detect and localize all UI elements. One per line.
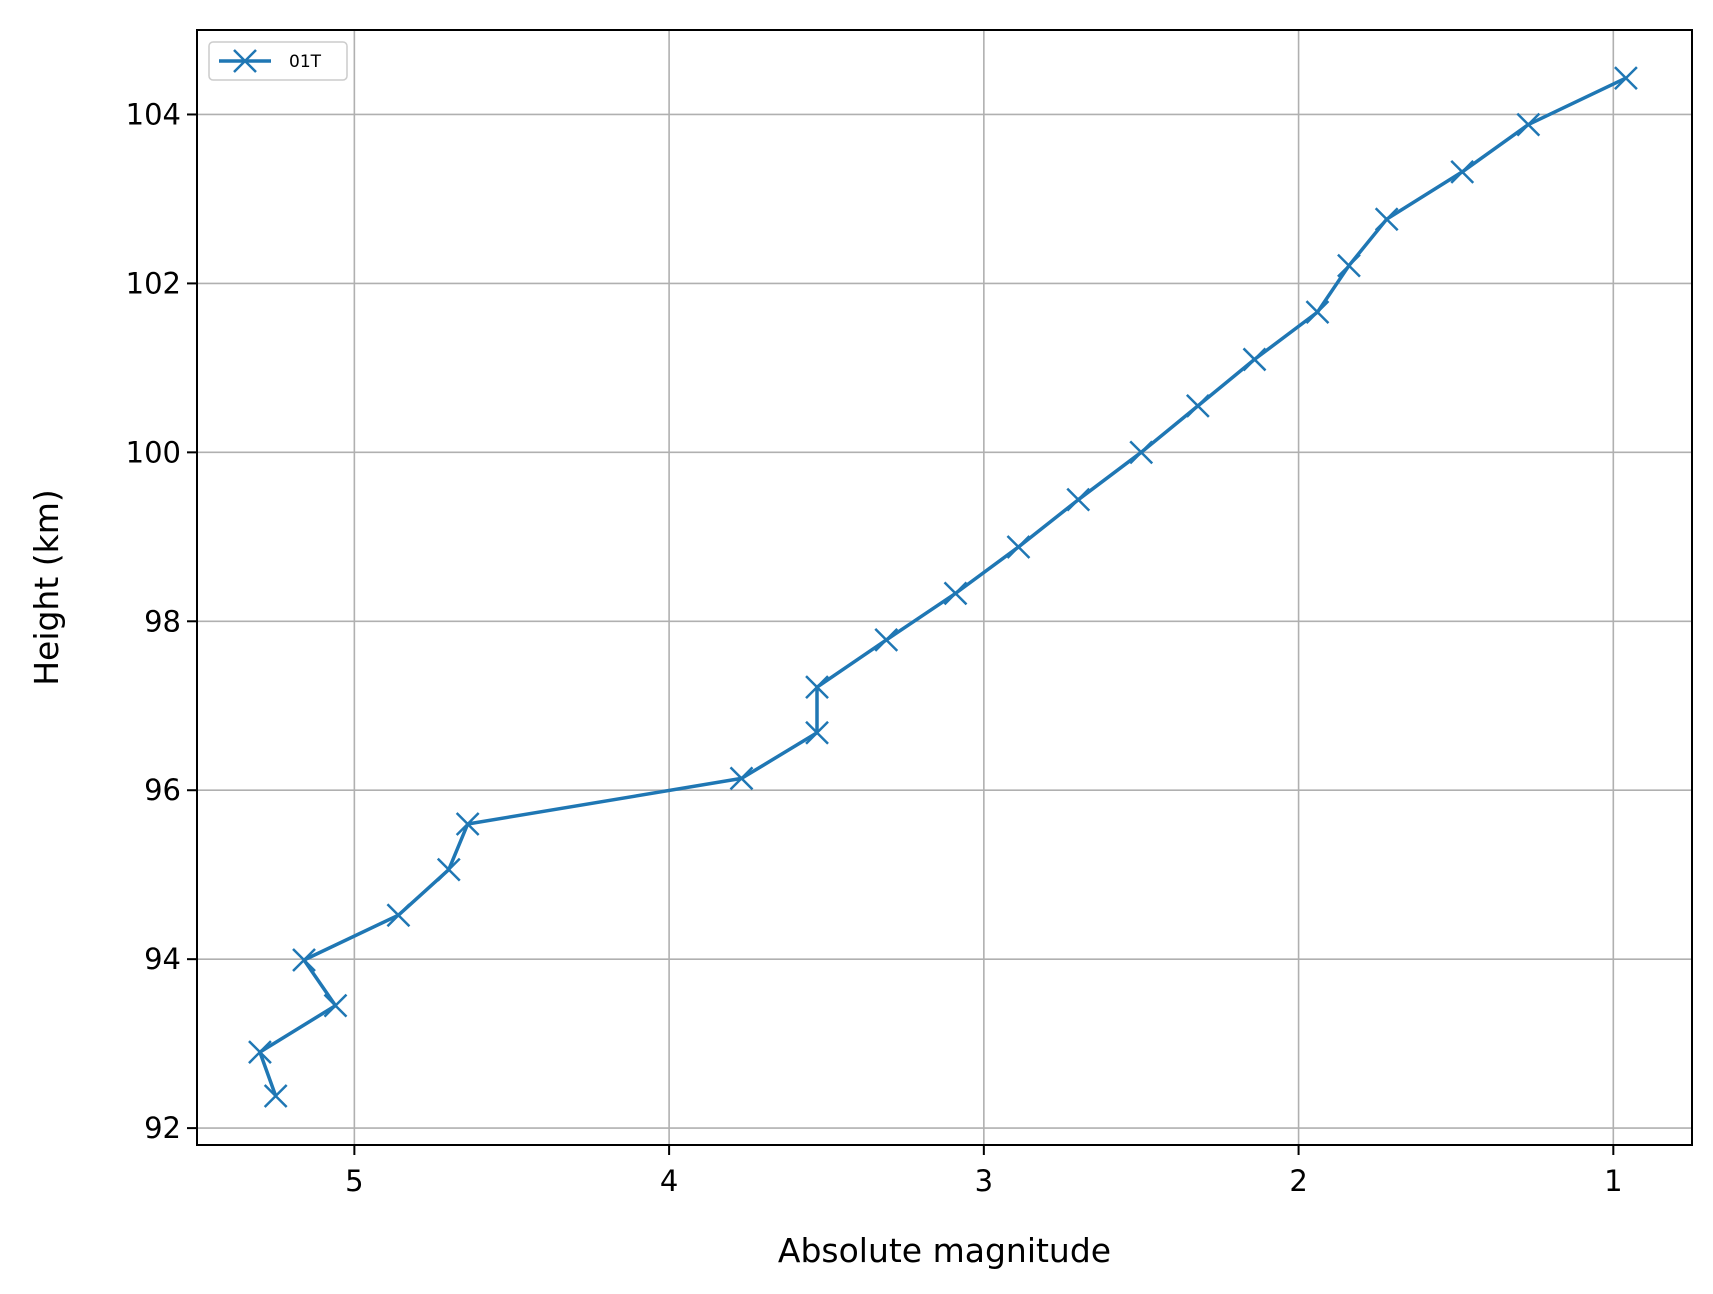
x-tick-label: 1 — [1604, 1164, 1622, 1198]
legend-marker-x — [233, 49, 257, 73]
x-axis-label: Absolute magnitude — [778, 1231, 1111, 1270]
data-point-marker — [1185, 394, 1210, 418]
x-tick-label: 4 — [660, 1164, 678, 1198]
data-point-marker — [248, 1040, 272, 1064]
y-tick-label: 100 — [126, 435, 181, 469]
x-axis-ticks: 5 4 3 2 1 — [345, 1145, 1623, 1198]
grid-lines — [197, 30, 1692, 1145]
y-tick-label: 96 — [144, 773, 181, 807]
x-tick-label: 2 — [1289, 1164, 1307, 1198]
x-tick-label: 3 — [975, 1164, 993, 1198]
data-point-marker — [874, 627, 899, 652]
data-point-marker — [943, 581, 968, 606]
y-tick-label: 94 — [144, 942, 181, 976]
y-tick-label: 92 — [144, 1111, 181, 1145]
data-point-marker — [805, 675, 829, 700]
data-point-marker — [1374, 207, 1399, 232]
data-point-marker — [1450, 160, 1475, 184]
data-point-marker — [1305, 300, 1330, 325]
y-tick-label: 102 — [126, 266, 181, 300]
plot-frame — [196, 29, 1693, 1146]
data-point-marker — [323, 993, 348, 1018]
data-point-marker — [455, 812, 480, 836]
data-point-marker — [1516, 112, 1541, 137]
data-point-marker — [436, 857, 461, 882]
y-axis-ticks: 92 94 96 98 100 102 104 — [126, 97, 197, 1145]
data-point-marker — [263, 1084, 288, 1108]
y-axis-label: Height (km) — [27, 489, 66, 686]
series-layer — [248, 66, 1638, 1108]
data-point-marker — [729, 766, 754, 791]
data-point-marker — [292, 948, 316, 972]
legend: 01T — [208, 41, 348, 81]
y-tick-label: 104 — [126, 97, 181, 131]
series-line — [258, 76, 1627, 1097]
legend-box — [208, 41, 348, 81]
legend-entry-label: 01T — [289, 52, 322, 72]
data-point-marker — [386, 903, 411, 928]
data-point-marker — [1129, 440, 1154, 465]
data-point-marker — [1006, 535, 1031, 559]
data-point-marker — [1066, 487, 1091, 512]
x-tick-label: 5 — [345, 1164, 363, 1198]
y-tick-label: 98 — [144, 604, 181, 638]
data-point-marker — [805, 720, 829, 745]
data-point-marker — [1337, 253, 1361, 278]
data-point-marker — [1614, 66, 1638, 91]
data-point-marker — [1242, 347, 1267, 372]
